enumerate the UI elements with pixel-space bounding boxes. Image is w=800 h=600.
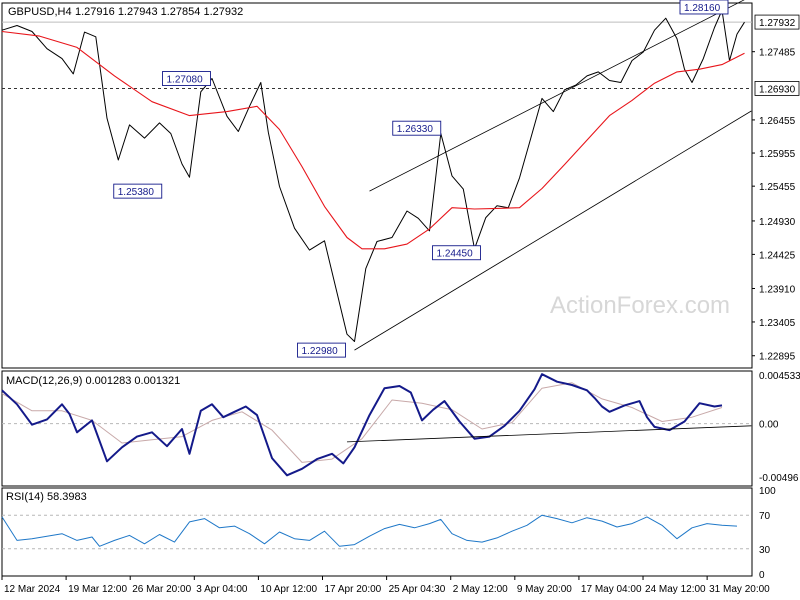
macd-tick-label: 0.004533 (759, 371, 800, 382)
price-callouts: 1.27080 1.25380 1.22980 1.26330 1.24450 1.281… (113, 0, 729, 358)
price-callout-label: 1.28160 (684, 3, 721, 14)
price-callout-label: 1.24450 (437, 249, 474, 260)
rsi-reference-lines: 100 70 30 0 (2, 486, 776, 581)
price-tick-label: 1.26455 (759, 116, 796, 127)
time-tick-label: 24 May 12:00 (645, 584, 706, 595)
price-tick-label: 1.22895 (759, 352, 796, 363)
rsi-series (1, 514, 738, 547)
channel-lower-line (354, 110, 752, 351)
time-tick-label: 9 May 20:00 (517, 584, 572, 595)
price-callout-box (162, 71, 211, 86)
price-callout-label: 1.25380 (118, 187, 155, 198)
symbol-label: GBPUSD,H4 (8, 6, 72, 18)
time-axis: 12 Mar 2024 19 Mar 12:00 26 Mar 20:00 3 Apr… (1, 576, 770, 595)
macd-trendline (346, 425, 752, 443)
macd-tick-label: 0.00 (759, 420, 779, 431)
rsi-tick-label: 30 (759, 545, 771, 556)
channel-upper-line (369, 0, 745, 192)
ohlc-header: 1.27916 1.27943 1.27854 1.27932 (75, 6, 243, 18)
macd-main-line (1, 373, 723, 477)
time-tick-label: 17 May 04:00 (581, 584, 642, 595)
price-tick-label: 1.25455 (759, 182, 796, 193)
current-price-label: 1.27932 (759, 18, 796, 29)
price-axis: 1.27932 1.27485 1.26930 1.26455 1.25955 1.254… (752, 14, 800, 363)
time-tick-label: 2 May 12:00 (453, 584, 508, 595)
watermark: ActionForex.com (550, 292, 730, 319)
price-callout-label: 1.22980 (302, 346, 339, 357)
rsi-tick-label: 100 (759, 486, 776, 497)
level-price-label: 1.26930 (759, 84, 796, 95)
macd-label: MACD(12,26,9) 0.001283 0.001321 (6, 375, 180, 387)
time-tick-label: 3 Apr 04:00 (196, 584, 248, 595)
price-tick-label: 1.25955 (759, 149, 796, 160)
price-tick-label: 1.23405 (759, 318, 796, 329)
price-callout-box (432, 245, 481, 261)
price-line (1, 9, 745, 342)
macd-signal-line (1, 382, 723, 463)
price-tick-label: 1.27485 (759, 48, 796, 59)
rsi-label: RSI(14) 58.3983 (6, 491, 87, 503)
moving-average-line (1, 30, 745, 250)
price-callout-label: 1.27080 (167, 75, 204, 86)
time-tick-label: 12 Mar 2024 (4, 584, 61, 595)
price-reference-lines (2, 21, 752, 89)
price-tick-label: 1.24930 (759, 217, 796, 228)
rsi-line (1, 514, 738, 547)
current-price-box (754, 14, 800, 30)
time-tick-label: 26 Mar 20:00 (132, 584, 191, 595)
price-callout-box (392, 120, 442, 136)
price-callout-box (297, 342, 346, 358)
price-callout-box (679, 0, 729, 15)
time-tick-label: 31 May 20:00 (709, 584, 770, 595)
price-series (1, 9, 745, 342)
time-tick-label: 17 Apr 20:00 (325, 584, 382, 595)
rsi-tick-label: 70 (759, 511, 771, 522)
time-tick-label: 25 Apr 04:30 (389, 584, 446, 595)
channel-lines (354, 0, 752, 351)
macd-panel-frame (1, 370, 753, 487)
macd-series (1, 373, 752, 477)
macd-tick-label: -0.00496 (759, 473, 799, 484)
price-callout-label: 1.26330 (397, 124, 434, 135)
price-callout-box (113, 183, 163, 199)
price-tick-label: 1.23910 (759, 285, 796, 296)
rsi-tick-label: 0 (759, 570, 765, 581)
time-tick-label: 19 Mar 12:00 (68, 584, 127, 595)
price-tick-label: 1.24425 (759, 250, 796, 261)
level-price-box (754, 81, 800, 96)
macd-reference-lines: 0.004533 0.00 -0.00496 (2, 371, 800, 484)
time-tick-label: 10 Apr 12:00 (260, 584, 317, 595)
